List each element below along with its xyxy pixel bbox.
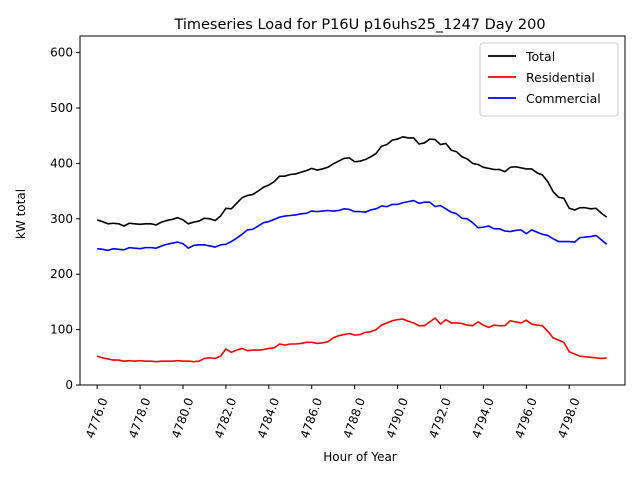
y-tick-label: 400: [50, 156, 73, 170]
series-line-total: [96, 136, 608, 227]
y-tick-label: 200: [50, 267, 73, 281]
y-tick-label: 300: [50, 212, 73, 226]
axes-frame: [79, 35, 626, 386]
x-tick-label: 4782.0: [212, 396, 240, 440]
y-tick-label: 0: [65, 378, 73, 392]
legend-label: Total: [525, 49, 555, 64]
series-line-commercial: [97, 199, 608, 252]
y-tick-label: 600: [50, 46, 73, 60]
chart-title: Timeseries Load for P16U p16uhs25_1247 D…: [173, 17, 545, 33]
y-tick-label: 100: [50, 323, 73, 337]
x-tick-label: 4796.0: [512, 396, 540, 440]
x-tick-label: 4790.0: [383, 396, 411, 440]
x-tick-label: 4786.0: [298, 396, 326, 440]
x-tick-label: 4788.0: [341, 396, 369, 440]
x-tick-label: 4780.0: [169, 396, 197, 440]
x-tick-label: 4778.0: [126, 396, 154, 440]
x-tick-label: 4798.0: [555, 396, 583, 440]
x-tick-label: 4784.0: [255, 396, 283, 440]
x-tick-label: 4776.0: [83, 396, 111, 440]
y-tick-label: 500: [50, 101, 73, 115]
legend-label: Commercial: [526, 91, 601, 106]
legend: Total Residential Commercial: [479, 42, 619, 117]
x-tick-label: 4794.0: [469, 396, 497, 440]
y-axis-label: kW total: [14, 189, 28, 239]
series-line-residential: [96, 317, 607, 363]
x-axis-label: Hour of Year: [323, 450, 397, 464]
legend-label: Residential: [526, 70, 595, 85]
x-tick-label: 4792.0: [426, 396, 454, 440]
